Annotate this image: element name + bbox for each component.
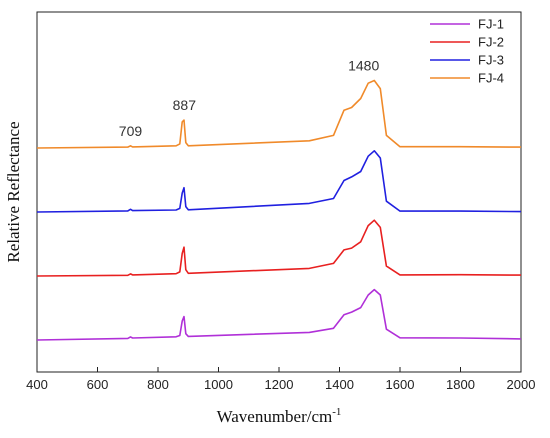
series-line-4 xyxy=(36,79,522,149)
x-tick-label: 1800 xyxy=(446,377,475,392)
annotations: 709 887 1480 xyxy=(119,58,380,139)
plot-frame xyxy=(36,11,522,373)
x-tick-label: 2000 xyxy=(507,377,536,392)
x-tick-label: 600 xyxy=(87,377,109,392)
legend-label: FJ-2 xyxy=(478,35,504,50)
x-tick-label: 1400 xyxy=(325,377,354,392)
x-tick-label: 1200 xyxy=(265,377,294,392)
x-axis-title: Wavenumber/cm-1 xyxy=(217,406,342,426)
x-axis-title-superscript: -1 xyxy=(332,406,341,418)
legend-label: FJ-3 xyxy=(478,53,504,68)
x-tick-label: 1600 xyxy=(386,377,415,392)
series-line-1 xyxy=(36,288,522,341)
legend-label: FJ-4 xyxy=(478,71,504,86)
peak-annotation: 887 xyxy=(173,97,197,113)
peak-annotation: 709 xyxy=(119,123,143,139)
legend-label: FJ-1 xyxy=(478,17,504,32)
series-line-2 xyxy=(36,219,522,277)
x-tick-label: 800 xyxy=(147,377,169,392)
legend: FJ-1 FJ-2 FJ-3 FJ-4 xyxy=(430,17,504,86)
x-axis-title-main: Wavenumber/cm xyxy=(217,407,333,426)
y-axis-title: Relative Reflectance xyxy=(4,121,23,262)
series-layer xyxy=(36,79,522,341)
series-line-3 xyxy=(36,150,522,213)
x-ticks: 400 600 800 1000 1200 1400 1600 1800 2000 xyxy=(26,367,535,392)
x-tick-label: 1000 xyxy=(204,377,233,392)
x-tick-label: 400 xyxy=(26,377,48,392)
peak-annotation: 1480 xyxy=(348,58,379,74)
